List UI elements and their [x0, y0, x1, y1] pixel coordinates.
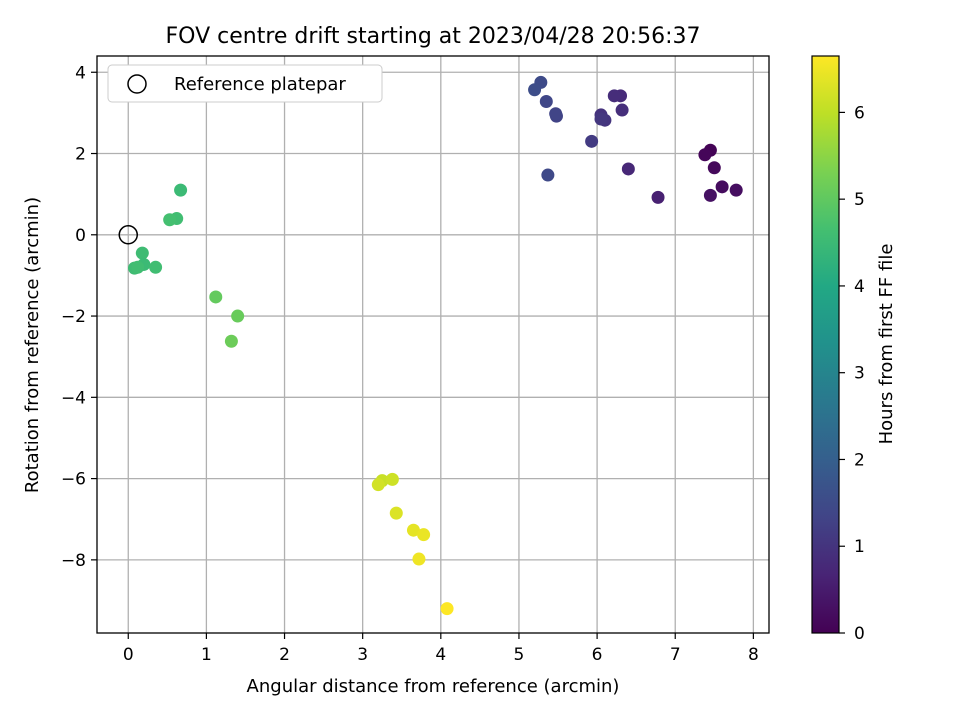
data-point	[131, 260, 145, 274]
y-tick-label: −8	[61, 551, 86, 571]
data-point	[585, 134, 599, 148]
data-point	[371, 478, 385, 492]
x-tick-label: 1	[201, 645, 212, 665]
colorbar-tick-label: 3	[854, 364, 865, 384]
data-point	[174, 183, 188, 197]
colorbar-tick-label: 6	[854, 103, 865, 123]
data-point	[703, 188, 717, 202]
y-tick-label: −4	[61, 388, 86, 408]
data-point	[698, 148, 712, 162]
data-point	[389, 506, 403, 520]
data-point	[412, 552, 426, 566]
data-point	[621, 162, 635, 176]
x-tick-label: 5	[514, 645, 525, 665]
x-axis-ticks: 0 1 2 3 4 5 6 7 8	[123, 633, 759, 665]
legend-entry-label: Reference platepar	[174, 74, 346, 95]
colorbar-tick-label: 4	[854, 277, 865, 297]
data-point	[729, 183, 743, 197]
data-point	[549, 107, 563, 121]
x-tick-label: 3	[357, 645, 368, 665]
data-point	[406, 523, 420, 537]
legend-box	[107, 64, 383, 103]
data-point	[385, 472, 399, 486]
y-tick-label: 2	[75, 145, 86, 165]
y-tick-label: 4	[75, 63, 86, 83]
data-point	[224, 334, 238, 348]
data-point	[594, 112, 608, 126]
reference-platepar-point	[118, 225, 139, 245]
data-point	[149, 260, 163, 274]
data-point	[528, 83, 542, 97]
colorbar-tick-label: 1	[854, 537, 865, 557]
colorbar: 0 1 2 3 4 5 6 Hours from first FF file	[811, 55, 897, 644]
colorbar-label: Hours from first FF file	[876, 244, 897, 445]
colorbar-gradient	[811, 55, 840, 634]
scatter-points	[128, 75, 743, 616]
x-tick-label: 6	[592, 645, 603, 665]
x-tick-label: 2	[279, 645, 290, 665]
y-tick-label: 0	[75, 226, 86, 246]
chart-title: FOV centre drift starting at 2023/04/28 …	[166, 24, 701, 49]
y-axis-label: Rotation from reference (arcmin)	[22, 197, 43, 493]
data-point	[541, 168, 555, 182]
legend-reference-marker	[127, 74, 147, 94]
x-tick-label: 4	[435, 645, 446, 665]
legend: Reference platepar	[107, 64, 383, 103]
x-tick-label: 0	[123, 645, 134, 665]
reference-marker	[118, 225, 139, 245]
x-tick-label: 7	[670, 645, 681, 665]
y-axis-ticks: −8 −6 −4 −2 0 2 4	[61, 63, 97, 571]
grid-layer	[97, 56, 769, 633]
data-point	[651, 190, 665, 204]
x-axis-label: Angular distance from reference (arcmin)	[247, 676, 620, 697]
data-point	[707, 161, 721, 175]
data-point	[440, 602, 454, 616]
data-point	[231, 309, 245, 323]
data-point	[607, 89, 621, 103]
colorbar-tick-label: 5	[854, 190, 865, 210]
y-tick-label: −2	[61, 307, 86, 327]
data-point	[539, 95, 553, 109]
data-point	[715, 180, 729, 194]
data-point	[209, 290, 223, 304]
x-tick-label: 8	[748, 645, 759, 665]
data-point	[163, 213, 177, 227]
data-point	[417, 528, 431, 542]
colorbar-ticks: 0 1 2 3 4 5 6	[839, 103, 865, 644]
colorbar-tick-label: 2	[854, 450, 865, 470]
data-point	[135, 246, 149, 260]
colorbar-tick-label: 0	[854, 624, 865, 644]
data-point	[615, 103, 629, 117]
plot-area-frame	[96, 55, 770, 634]
y-tick-label: −6	[61, 470, 86, 490]
